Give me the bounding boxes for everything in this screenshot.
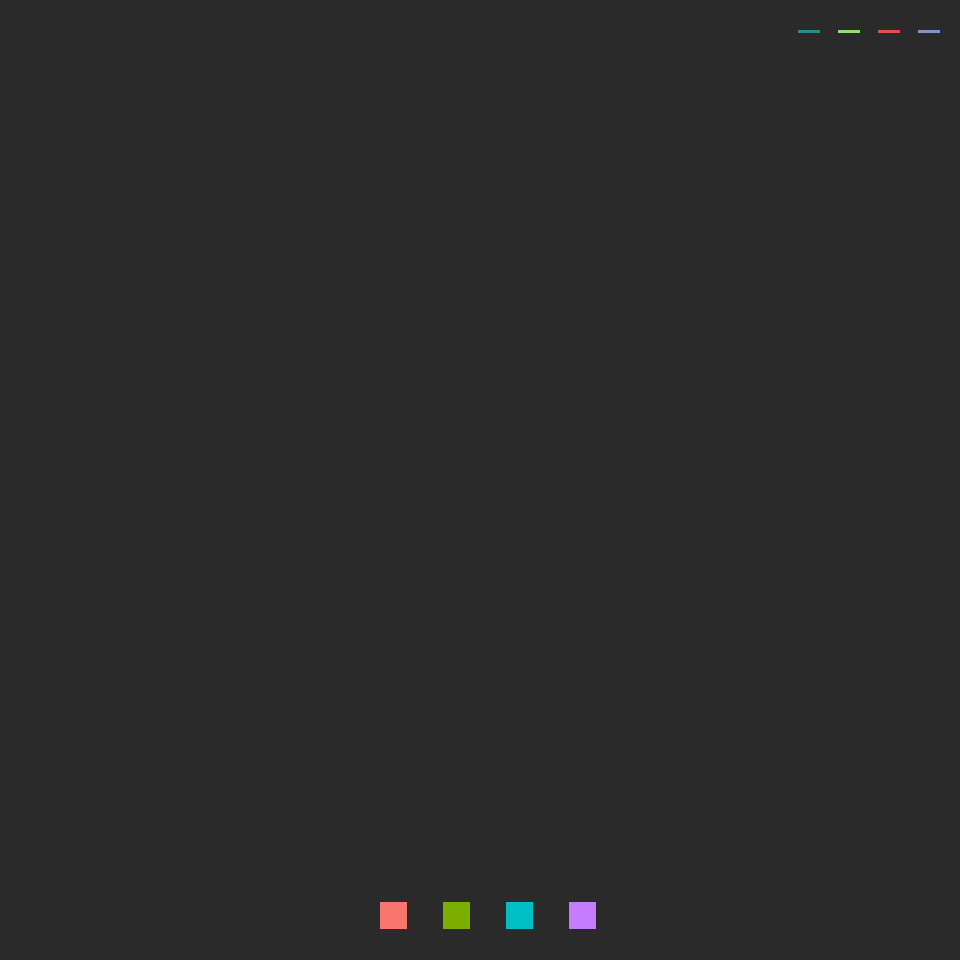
legend-top (784, 30, 952, 33)
legend-item-55 (838, 30, 872, 33)
legend-swatch (878, 30, 900, 33)
legend-item-45 (798, 30, 832, 33)
legend-swatch (569, 902, 596, 929)
legend-swatch (918, 30, 940, 33)
legend-item-75 (918, 30, 952, 33)
legend-bottom (380, 902, 632, 929)
legend-item-45 (380, 902, 419, 929)
legend-swatch (380, 902, 407, 929)
legend-item-75 (569, 902, 608, 929)
legend-swatch (798, 30, 820, 33)
legend-item-65 (506, 902, 545, 929)
legend-swatch (443, 902, 470, 929)
legend-swatch (838, 30, 860, 33)
legend-swatch (506, 902, 533, 929)
legend-item-55 (443, 902, 482, 929)
legend-item-65 (878, 30, 912, 33)
